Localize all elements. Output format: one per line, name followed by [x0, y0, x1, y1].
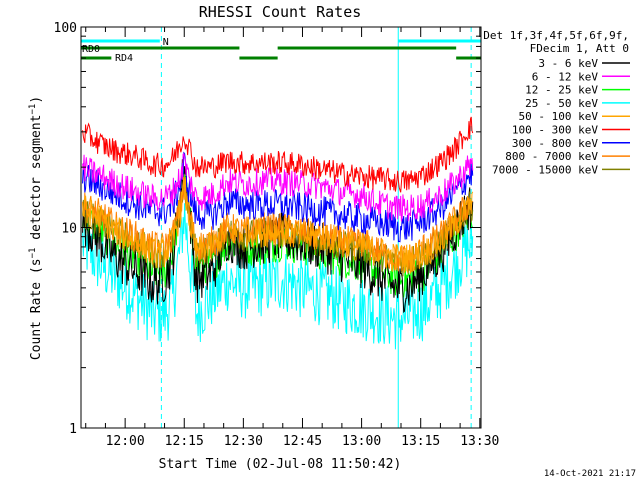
x-axis-ticks: 12:00 12:15 12:30 12:45 13:00 13:15 13:30: [85, 27, 499, 449]
legend-header-line-1: Det 1f,3f,4f,5f,6f,9f,: [483, 29, 629, 42]
x-tick-label: 12:15: [165, 434, 204, 449]
flag-label-n: N: [163, 37, 169, 48]
legend-label: 50 - 100 keV: [519, 110, 599, 123]
y-axis-title: Count Rate (s−1 detector segment−1): [28, 96, 44, 360]
x-tick-label: 13:00: [342, 434, 381, 449]
y-axis-title-main: Count Rate (s: [29, 258, 44, 360]
y-axis-title-end: ): [29, 96, 44, 104]
legend-label: 3 - 6 keV: [538, 57, 598, 70]
series-line: [82, 153, 474, 222]
x-tick-label: 13:15: [401, 434, 440, 449]
legend-label: 800 - 7000 keV: [505, 150, 598, 163]
y-tick-label: 100: [54, 21, 77, 36]
x-axis-title: Start Time (02-Jul-08 11:50:42): [159, 457, 402, 472]
y-tick-label: 10: [61, 222, 77, 237]
plot-timestamp: 14-Oct-2021 21:17: [544, 469, 636, 479]
y-tick-label: 1: [69, 422, 77, 437]
legend-label: 7000 - 15000 keV: [492, 163, 598, 176]
legend-label: 6 - 12 keV: [532, 70, 599, 83]
vertical-markers: [160, 27, 472, 428]
legend-label: 12 - 25 keV: [525, 84, 598, 97]
flag-bars: N RD0 RD4: [81, 37, 481, 64]
legend-label: 300 - 800 keV: [512, 137, 598, 150]
flag-label-rd0: RD0: [82, 44, 100, 55]
x-tick-label: 12:30: [224, 434, 263, 449]
y-axis-title-mid: detector segment: [29, 115, 44, 248]
x-tick-label: 12:45: [283, 434, 322, 449]
legend-label: 100 - 300 keV: [512, 124, 598, 137]
x-tick-label: 13:30: [460, 434, 499, 449]
series-line: [82, 174, 474, 274]
x-tick-label: 12:00: [106, 434, 145, 449]
y-axis-title-sup2: −1: [28, 104, 38, 115]
flag-label-rd4: RD4: [115, 53, 133, 64]
series-line: [82, 203, 474, 350]
legend-label: 25 - 50 keV: [525, 97, 598, 110]
y-axis-ticks: 1 10 100: [54, 21, 481, 437]
legend-header-line-2: FDecim 1, Att 0: [530, 42, 629, 55]
y-axis-title-sup1: −1: [28, 248, 38, 259]
series-line: [82, 116, 474, 193]
chart-title: RHESSI Count Rates: [199, 3, 362, 21]
series-layer: [82, 116, 474, 350]
